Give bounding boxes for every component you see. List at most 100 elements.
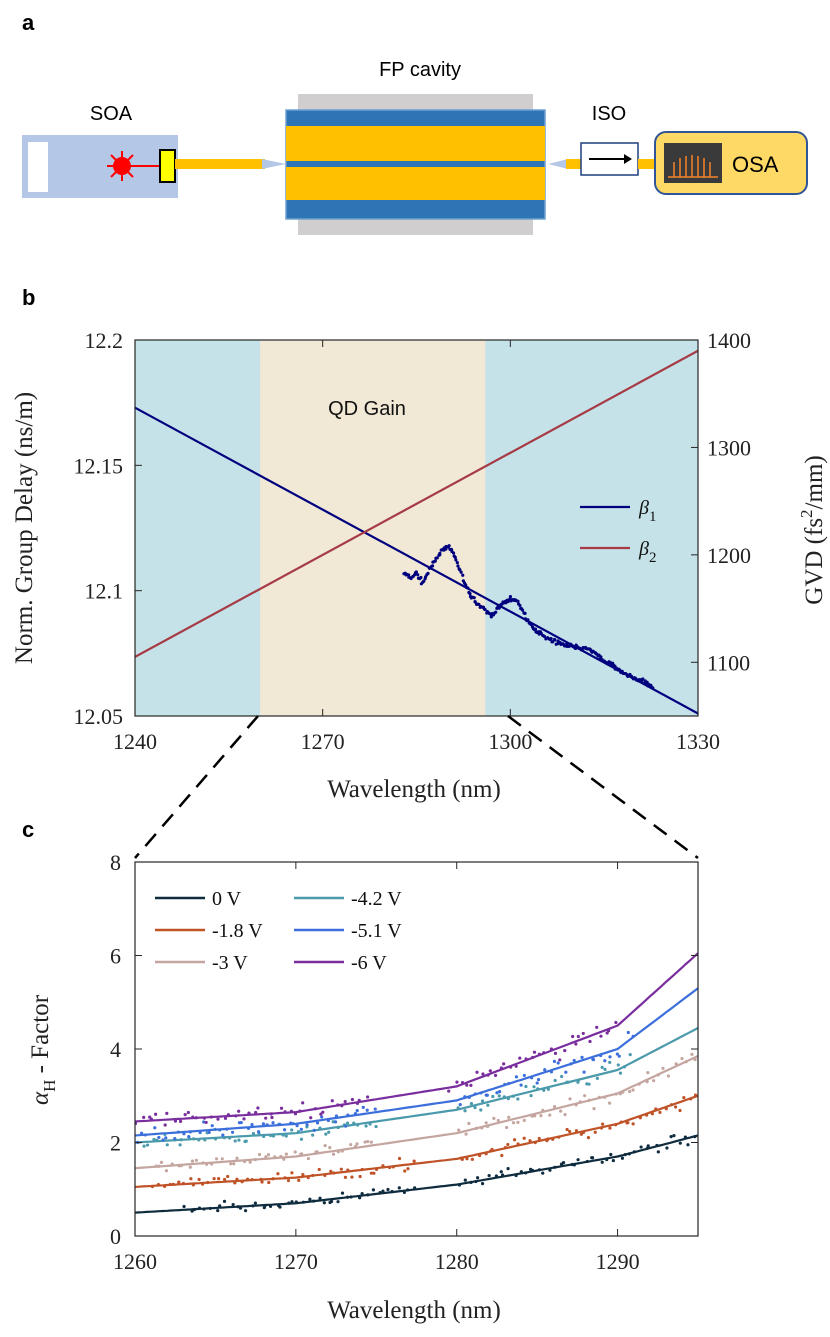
output-fiber bbox=[566, 159, 582, 169]
alpha-point bbox=[603, 1067, 607, 1071]
panel-b-letter: b bbox=[22, 285, 35, 310]
alpha-point bbox=[183, 1112, 187, 1117]
alpha-point bbox=[343, 1175, 348, 1179]
x-tick-label: 1330 bbox=[676, 729, 720, 754]
group-delay-point bbox=[526, 618, 530, 622]
y2-tick-label: 1300 bbox=[707, 435, 751, 460]
alpha-point bbox=[505, 1125, 509, 1130]
alpha-point bbox=[499, 1170, 503, 1174]
alpha-point bbox=[237, 1138, 241, 1142]
alpha-point bbox=[142, 1115, 146, 1119]
chart-c-x-axis-label: Wavelength (nm) bbox=[327, 1297, 501, 1324]
alpha-point bbox=[686, 1143, 690, 1147]
alpha-point bbox=[548, 1113, 552, 1117]
group-delay-point bbox=[451, 551, 456, 555]
group-delay-point bbox=[435, 556, 439, 560]
alpha-point bbox=[311, 1133, 315, 1137]
alpha-point bbox=[488, 1069, 492, 1073]
alpha-point bbox=[323, 1144, 327, 1148]
group-delay-point bbox=[553, 638, 557, 642]
alpha-point bbox=[646, 1070, 650, 1075]
alpha-point bbox=[572, 1058, 576, 1063]
group-delay-point bbox=[426, 571, 430, 575]
y-tick-label: 12.1 bbox=[85, 579, 124, 604]
alpha-point bbox=[656, 1150, 660, 1154]
alpha-point bbox=[455, 1080, 459, 1084]
chart-b-frame bbox=[134, 339, 699, 717]
alpha-point bbox=[165, 1111, 169, 1115]
alpha-point bbox=[626, 1030, 630, 1035]
alpha-point bbox=[329, 1169, 333, 1173]
alpha-point bbox=[301, 1173, 305, 1177]
alpha-point bbox=[532, 1050, 537, 1054]
alpha-point bbox=[189, 1177, 193, 1181]
alpha-point bbox=[479, 1108, 483, 1112]
cavity-core-top bbox=[286, 126, 545, 161]
alpha-point bbox=[210, 1124, 214, 1128]
alpha-point bbox=[320, 1115, 324, 1119]
legend-label: -5.1 V bbox=[351, 920, 402, 942]
alpha-point bbox=[373, 1107, 377, 1111]
alpha-point bbox=[278, 1205, 282, 1209]
alpha-point bbox=[607, 1101, 612, 1105]
alpha-point bbox=[682, 1095, 686, 1100]
input-taper bbox=[262, 159, 286, 169]
alpha-point bbox=[672, 1133, 676, 1138]
group-delay-point bbox=[477, 602, 481, 607]
chart-c-legend: 0 V -1.8 V -3 V -4.2 V -5.1 V -6 V bbox=[155, 888, 402, 974]
alpha-point bbox=[344, 1124, 348, 1128]
alpha-point bbox=[284, 1152, 288, 1156]
alpha-point bbox=[611, 1158, 615, 1163]
alpha-point bbox=[187, 1135, 191, 1139]
group-delay-point bbox=[419, 575, 423, 580]
legend-subscript: 1 bbox=[649, 509, 657, 525]
alpha-point bbox=[678, 1108, 682, 1113]
legend-symbol: β bbox=[638, 538, 649, 560]
series-line-beta2 bbox=[135, 349, 698, 658]
y-tick-label: 8 bbox=[110, 850, 121, 875]
alpha-point bbox=[464, 1132, 468, 1136]
panel-a-letter: a bbox=[22, 10, 35, 35]
alpha-point bbox=[190, 1159, 195, 1163]
alpha-point bbox=[299, 1127, 303, 1131]
coupling-lens bbox=[159, 149, 176, 183]
alpha-point bbox=[498, 1089, 502, 1094]
qd-gain-label: QD Gain bbox=[328, 398, 406, 420]
alpha-point bbox=[608, 1126, 612, 1130]
alpha-point bbox=[242, 1117, 246, 1121]
alpha-point bbox=[216, 1117, 220, 1121]
alpha-point bbox=[235, 1156, 239, 1160]
alpha-point bbox=[216, 1208, 220, 1213]
fit-line bbox=[135, 1055, 698, 1170]
x-tick-label: 1260 bbox=[113, 1249, 157, 1274]
alpha-point bbox=[321, 1110, 325, 1114]
alpha-point bbox=[469, 1101, 474, 1106]
alpha-point bbox=[674, 1062, 678, 1066]
alpha-point bbox=[216, 1177, 221, 1181]
alpha-point bbox=[502, 1062, 506, 1066]
alpha-point bbox=[639, 1145, 643, 1149]
alpha-point bbox=[165, 1143, 169, 1147]
legend-label: 0 V bbox=[212, 888, 242, 910]
x-tick-label: 1270 bbox=[301, 729, 345, 754]
group-delay-point bbox=[468, 592, 472, 596]
group-delay-point bbox=[542, 634, 546, 638]
group-delay-point bbox=[551, 640, 555, 644]
alpha-point bbox=[522, 1136, 526, 1140]
alpha-point bbox=[507, 1115, 511, 1119]
y-tick-label: 2 bbox=[110, 1131, 121, 1156]
gvd-label-sup: 2 bbox=[797, 509, 816, 518]
group-delay-point bbox=[483, 607, 487, 612]
alpha-point bbox=[571, 1034, 575, 1039]
alpha-point bbox=[561, 1161, 566, 1165]
alpha-point bbox=[349, 1142, 353, 1147]
fit-line bbox=[135, 1094, 698, 1188]
alpha-point bbox=[282, 1128, 287, 1132]
alpha-point bbox=[559, 1109, 563, 1113]
alpha-point bbox=[518, 1056, 522, 1060]
group-delay-point bbox=[523, 611, 527, 616]
alpha-point bbox=[532, 1085, 536, 1089]
alpha-point bbox=[161, 1138, 165, 1142]
group-delay-point bbox=[516, 599, 520, 603]
